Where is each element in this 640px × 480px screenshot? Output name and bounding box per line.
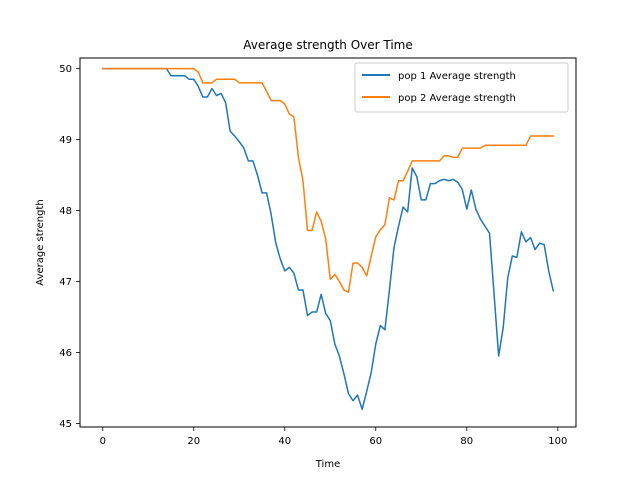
y-tick-label: 48 [59,206,72,217]
y-axis: 45 46 47 48 49 50 [59,64,80,430]
legend: pop 1 Average strength pop 2 Average str… [354,62,569,113]
x-tick-label: 40 [278,436,291,447]
y-tick-label: 46 [59,348,72,359]
y-tick-label: 47 [59,277,72,288]
x-axis: 0 20 40 60 80 100 [100,427,567,447]
y-axis-label: Average strength [35,199,46,285]
legend-label-pop-2: pop 2 Average strength [398,93,516,104]
x-tick-label: 0 [100,436,106,447]
series-layer [102,67,555,411]
series-line-pop-1 [102,67,555,411]
x-tick-label: 60 [369,436,382,447]
y-tick-label: 49 [59,135,72,146]
x-tick-label: 100 [548,436,567,447]
x-axis-label: Time [315,459,340,470]
y-tick-label: 45 [59,419,72,430]
x-tick-label: 20 [187,436,200,447]
chart-title: Average strength Over Time [243,38,413,52]
series-line-pop-2 [102,67,554,293]
plot-frame [79,57,577,428]
x-tick-label: 80 [460,436,473,447]
legend-label-pop-1: pop 1 Average strength [398,71,516,82]
legend-box [354,62,569,113]
y-tick-label: 50 [59,64,72,75]
